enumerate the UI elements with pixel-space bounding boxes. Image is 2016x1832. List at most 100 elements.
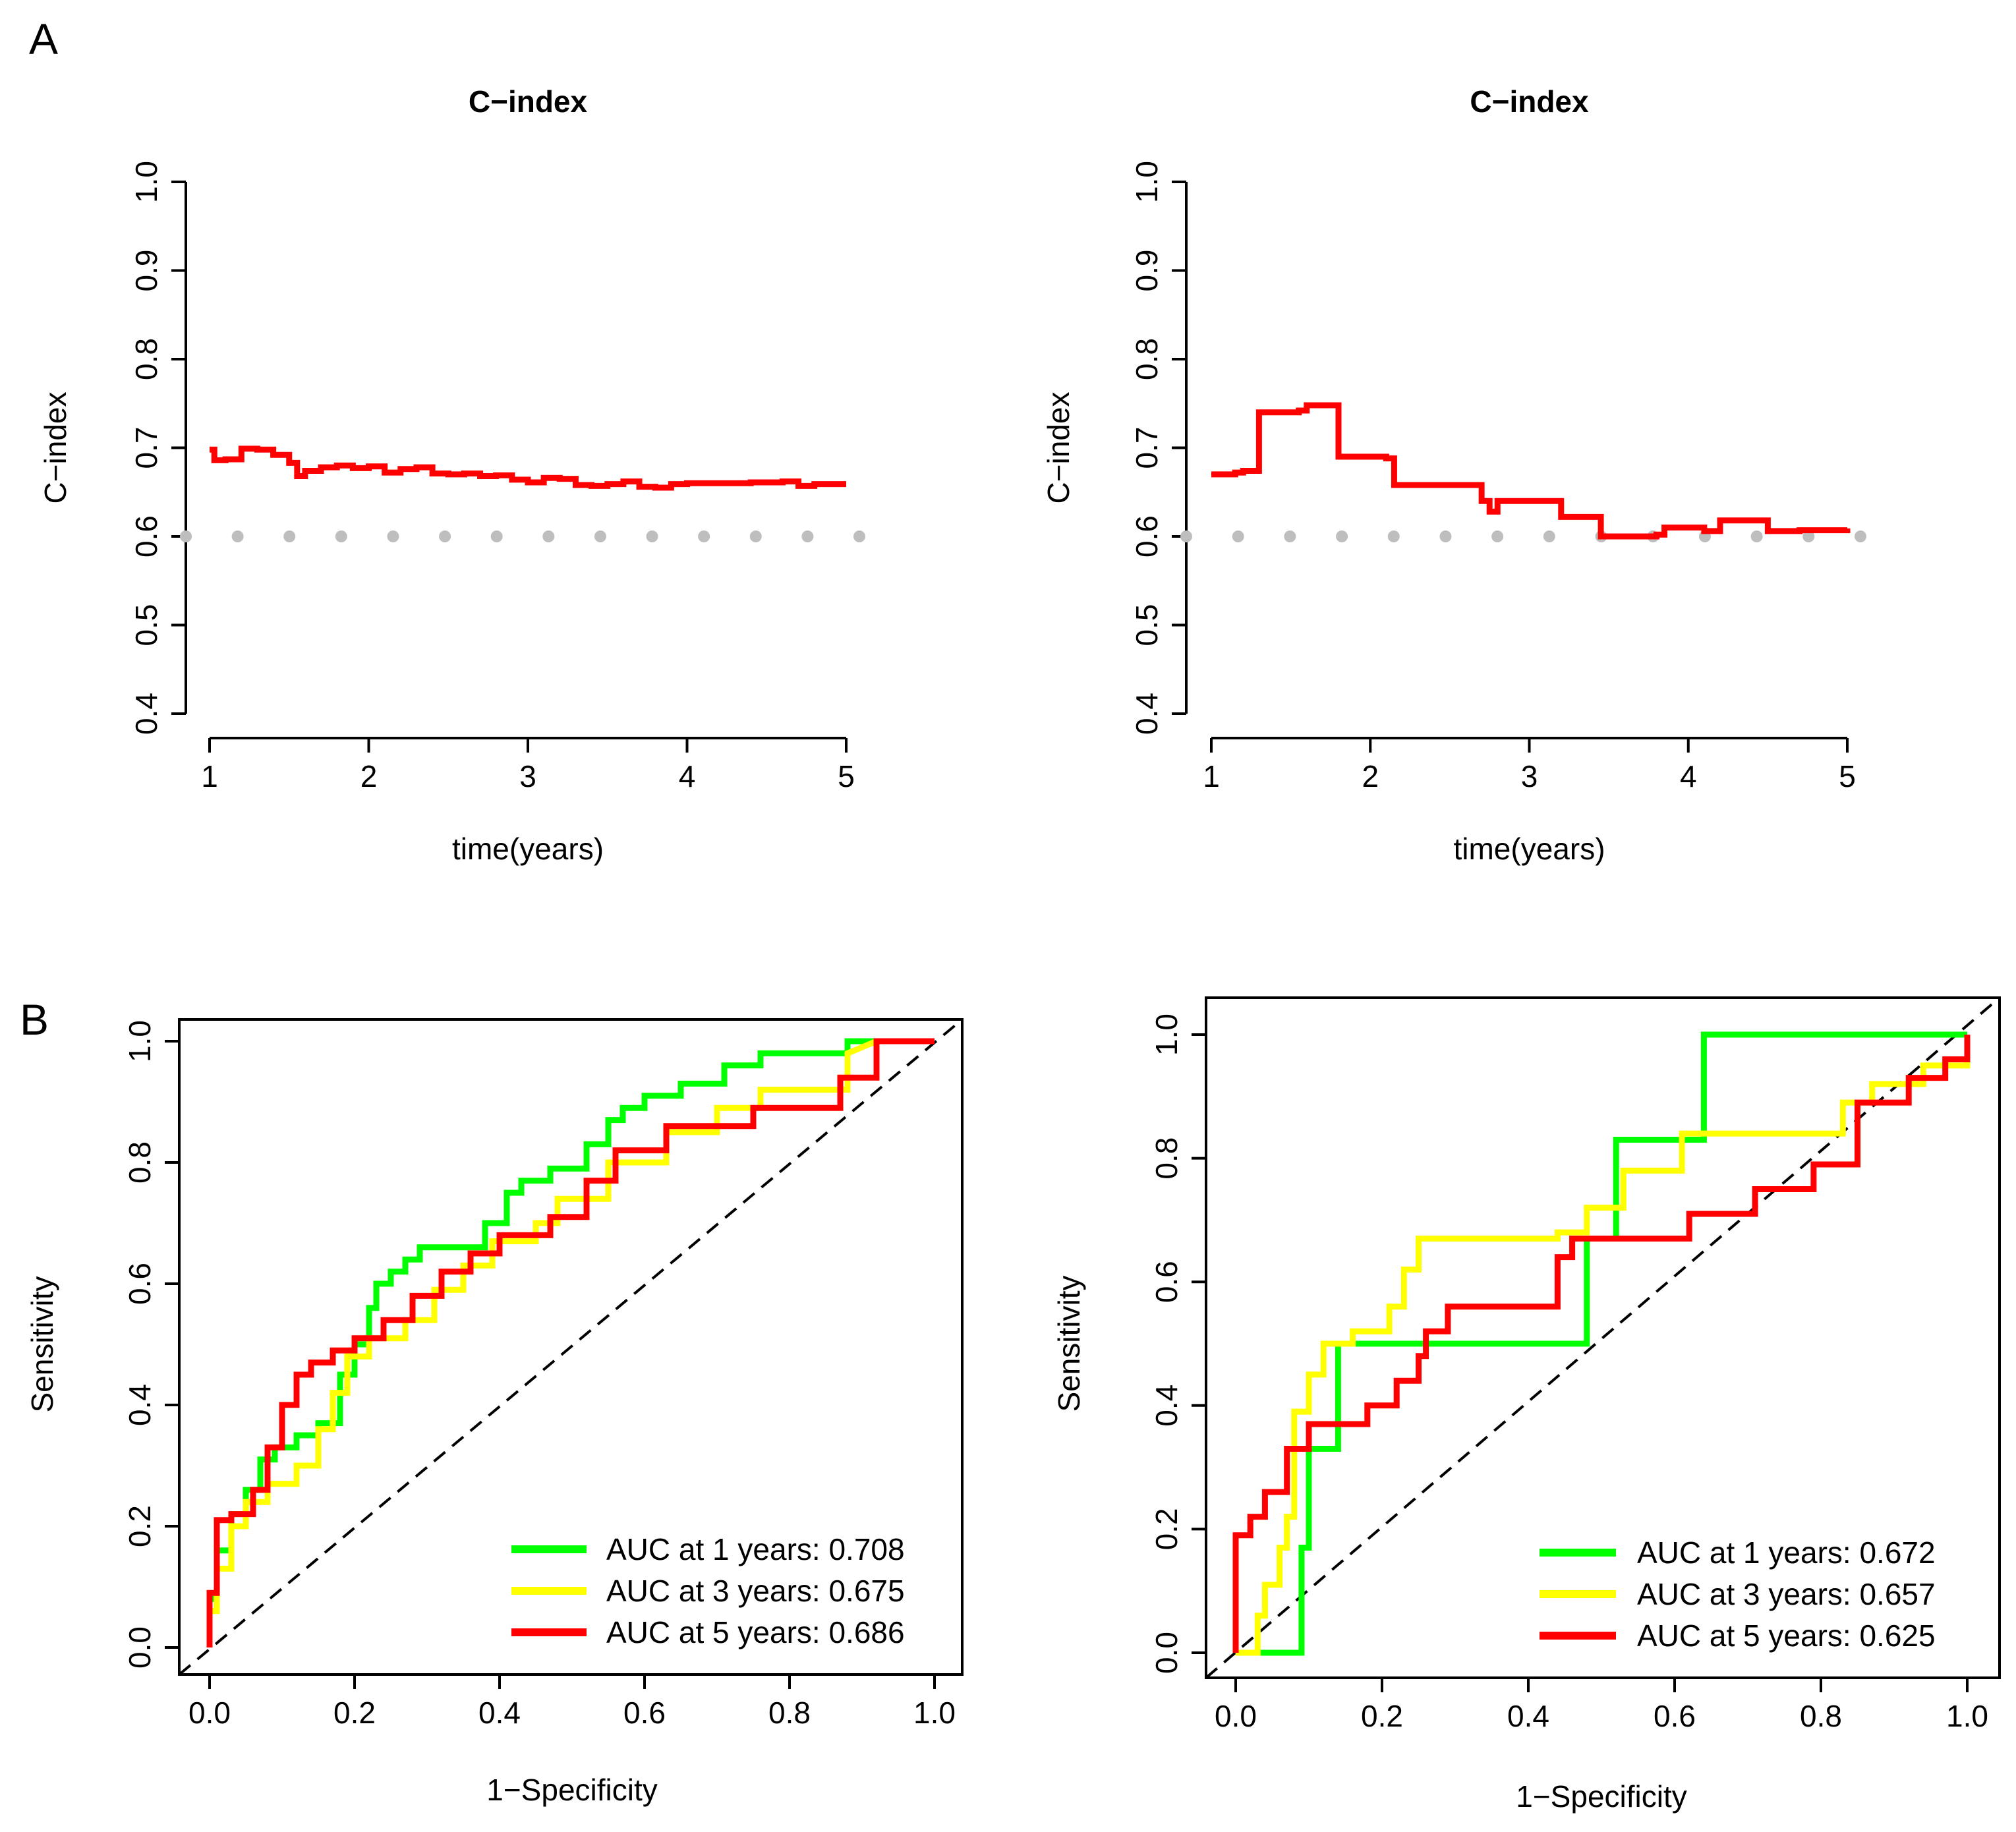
reference-dot [439,530,451,542]
reference-dot [542,530,555,542]
y-axis: 0.0 0.2 0.4 0.6 0.8 1.0 [1149,1014,1206,1674]
reference-dot [1802,530,1815,542]
y-tick-label: 1.0 [129,161,163,203]
x-tick-label: 3 [519,759,536,793]
reference-dot [1439,530,1452,542]
x-tick-label: 1 [1203,759,1220,793]
x-tick-label: 0.8 [768,1696,811,1730]
roc-chart-left: 0.0 0.2 0.4 0.6 0.8 1.0 0.0 0.2 0.4 0.6 0.8 1.0 1−Sp… [25,1018,964,1807]
reference-dot [1284,530,1296,542]
reference-dot [1543,530,1555,542]
x-tick-label: 4 [1680,759,1697,793]
x-axis-label: 1−Specificity [1516,1779,1687,1814]
reference-dot [387,530,399,542]
y-tick-label: 0.6 [129,515,163,558]
y-tick-label: 0.2 [1149,1508,1184,1550]
y-tick-label: 0.7 [129,427,163,469]
y-tick-label: 0.4 [123,1384,157,1426]
plot-frame [1205,996,2001,1679]
plot-frame [178,1018,964,1676]
chart-title: C−index [469,84,588,119]
reference-diagonal [178,1018,964,1676]
series-group [210,445,846,491]
series-group [206,1038,935,1647]
series-line-auc-at-5-years-0-625 [1232,1035,1971,1653]
reference-dots [180,530,865,542]
y-tick-label: 0.5 [129,604,163,646]
reference-dot [490,530,503,542]
legend: AUC at 1 years: 0.672 AUC at 3 years: 0.6… [1540,1535,1936,1653]
y-tick-label: 1.0 [1130,161,1164,203]
legend: AUC at 1 years: 0.708 AUC at 3 years: 0.6… [511,1532,905,1649]
roc-chart-right: 0.0 0.2 0.4 0.6 0.8 1.0 0.0 0.2 0.4 0.6 0.8 1.0 1−Sp… [1052,996,2001,1814]
legend-label: AUC at 5 years: 0.625 [1637,1618,1936,1653]
c-index-chart-right: C−index 0.4 0.5 0.6 0.7 0.8 0.9 1.0 1 2 3 4 5 time(ye… [1041,84,1866,866]
reference-dot [1180,530,1192,542]
y-tick-label: 0.4 [1130,693,1164,735]
series-group [1211,402,1851,540]
reference-dot [646,530,658,542]
x-axis: 0.0 0.2 0.4 0.6 0.8 1.0 [188,1675,956,1730]
legend-label: AUC at 3 years: 0.657 [1637,1577,1936,1611]
y-axis: 0.0 0.2 0.4 0.6 0.8 1.0 [123,1020,179,1669]
x-tick-label: 0.2 [1361,1699,1403,1733]
reference-dot [1336,530,1348,542]
series-line-c-index [210,445,846,491]
y-tick-label: 0.4 [129,693,163,735]
series-line-auc-at-1-years-0-672 [1236,1031,1967,1656]
series-line-auc-at-3-years-0-675 [206,1038,935,1647]
y-axis-label: Sensitivity [25,1276,59,1412]
c-index-chart-left: C−index 0.4 0.5 0.6 0.7 0.8 0.9 1.0 1 2 3 4 5 time(ye… [38,84,865,866]
panel-label-b: B [20,995,49,1044]
y-tick-label: 0.8 [1130,338,1164,380]
x-tick-label: 0.8 [1800,1699,1842,1733]
legend-label: AUC at 5 years: 0.686 [606,1615,905,1649]
x-tick-label: 0.4 [478,1696,521,1730]
reference-dot [1232,530,1244,542]
y-axis-label: Sensitivity [1052,1275,1086,1412]
y-tick-label: 0.7 [1130,427,1164,469]
reference-dot [283,530,296,542]
reference-dot [853,530,865,542]
chart-title: C−index [1470,84,1589,119]
panel-label-a: A [29,14,58,63]
y-tick-label: 0.9 [1130,250,1164,292]
x-tick-label: 0.0 [1215,1699,1257,1733]
y-tick-label: 0.8 [1149,1137,1184,1180]
y-tick-label: 0.4 [1149,1385,1184,1427]
y-tick-label: 0.5 [1130,604,1164,646]
reference-dot [801,530,814,542]
x-tick-label: 2 [360,759,378,793]
x-tick-label: 1.0 [1946,1699,1988,1733]
x-tick-label: 4 [679,759,696,793]
y-axis-label: C−index [1041,391,1076,503]
legend-label: AUC at 3 years: 0.675 [606,1574,905,1608]
reference-dot [698,530,710,542]
x-tick-label: 0.0 [188,1696,231,1730]
y-axis-label: C−index [38,391,72,503]
x-axis-label: 1−Specificity [486,1773,658,1807]
series-line-auc-at-1-years-0-708 [206,1038,935,1647]
y-axis: 0.4 0.5 0.6 0.7 0.8 0.9 1.0 [129,161,187,735]
y-tick-label: 0.9 [129,250,163,292]
legend-label: AUC at 1 years: 0.708 [606,1532,905,1566]
reference-dot [231,530,244,542]
x-axis: 1 2 3 4 5 [1203,737,1856,793]
reference-dot [1855,530,1866,542]
x-axis-label: time(years) [452,832,604,866]
y-tick-label: 0.0 [1149,1632,1184,1674]
reference-dot [594,530,606,542]
x-tick-label: 3 [1521,759,1538,793]
y-tick-label: 1.0 [123,1020,157,1062]
x-tick-label: 1 [201,759,218,793]
series-line-c-index [1211,402,1851,540]
reference-dot [1491,530,1504,542]
reference-diagonal [1205,996,2001,1679]
x-tick-label: 2 [1362,759,1379,793]
x-tick-label: 5 [838,759,855,793]
y-tick-label: 0.0 [123,1626,157,1669]
reference-dot [749,530,762,542]
reference-dot [180,530,192,542]
y-axis: 0.4 0.5 0.6 0.7 0.8 0.9 1.0 [1130,161,1188,735]
x-tick-label: 0.4 [1507,1699,1549,1733]
